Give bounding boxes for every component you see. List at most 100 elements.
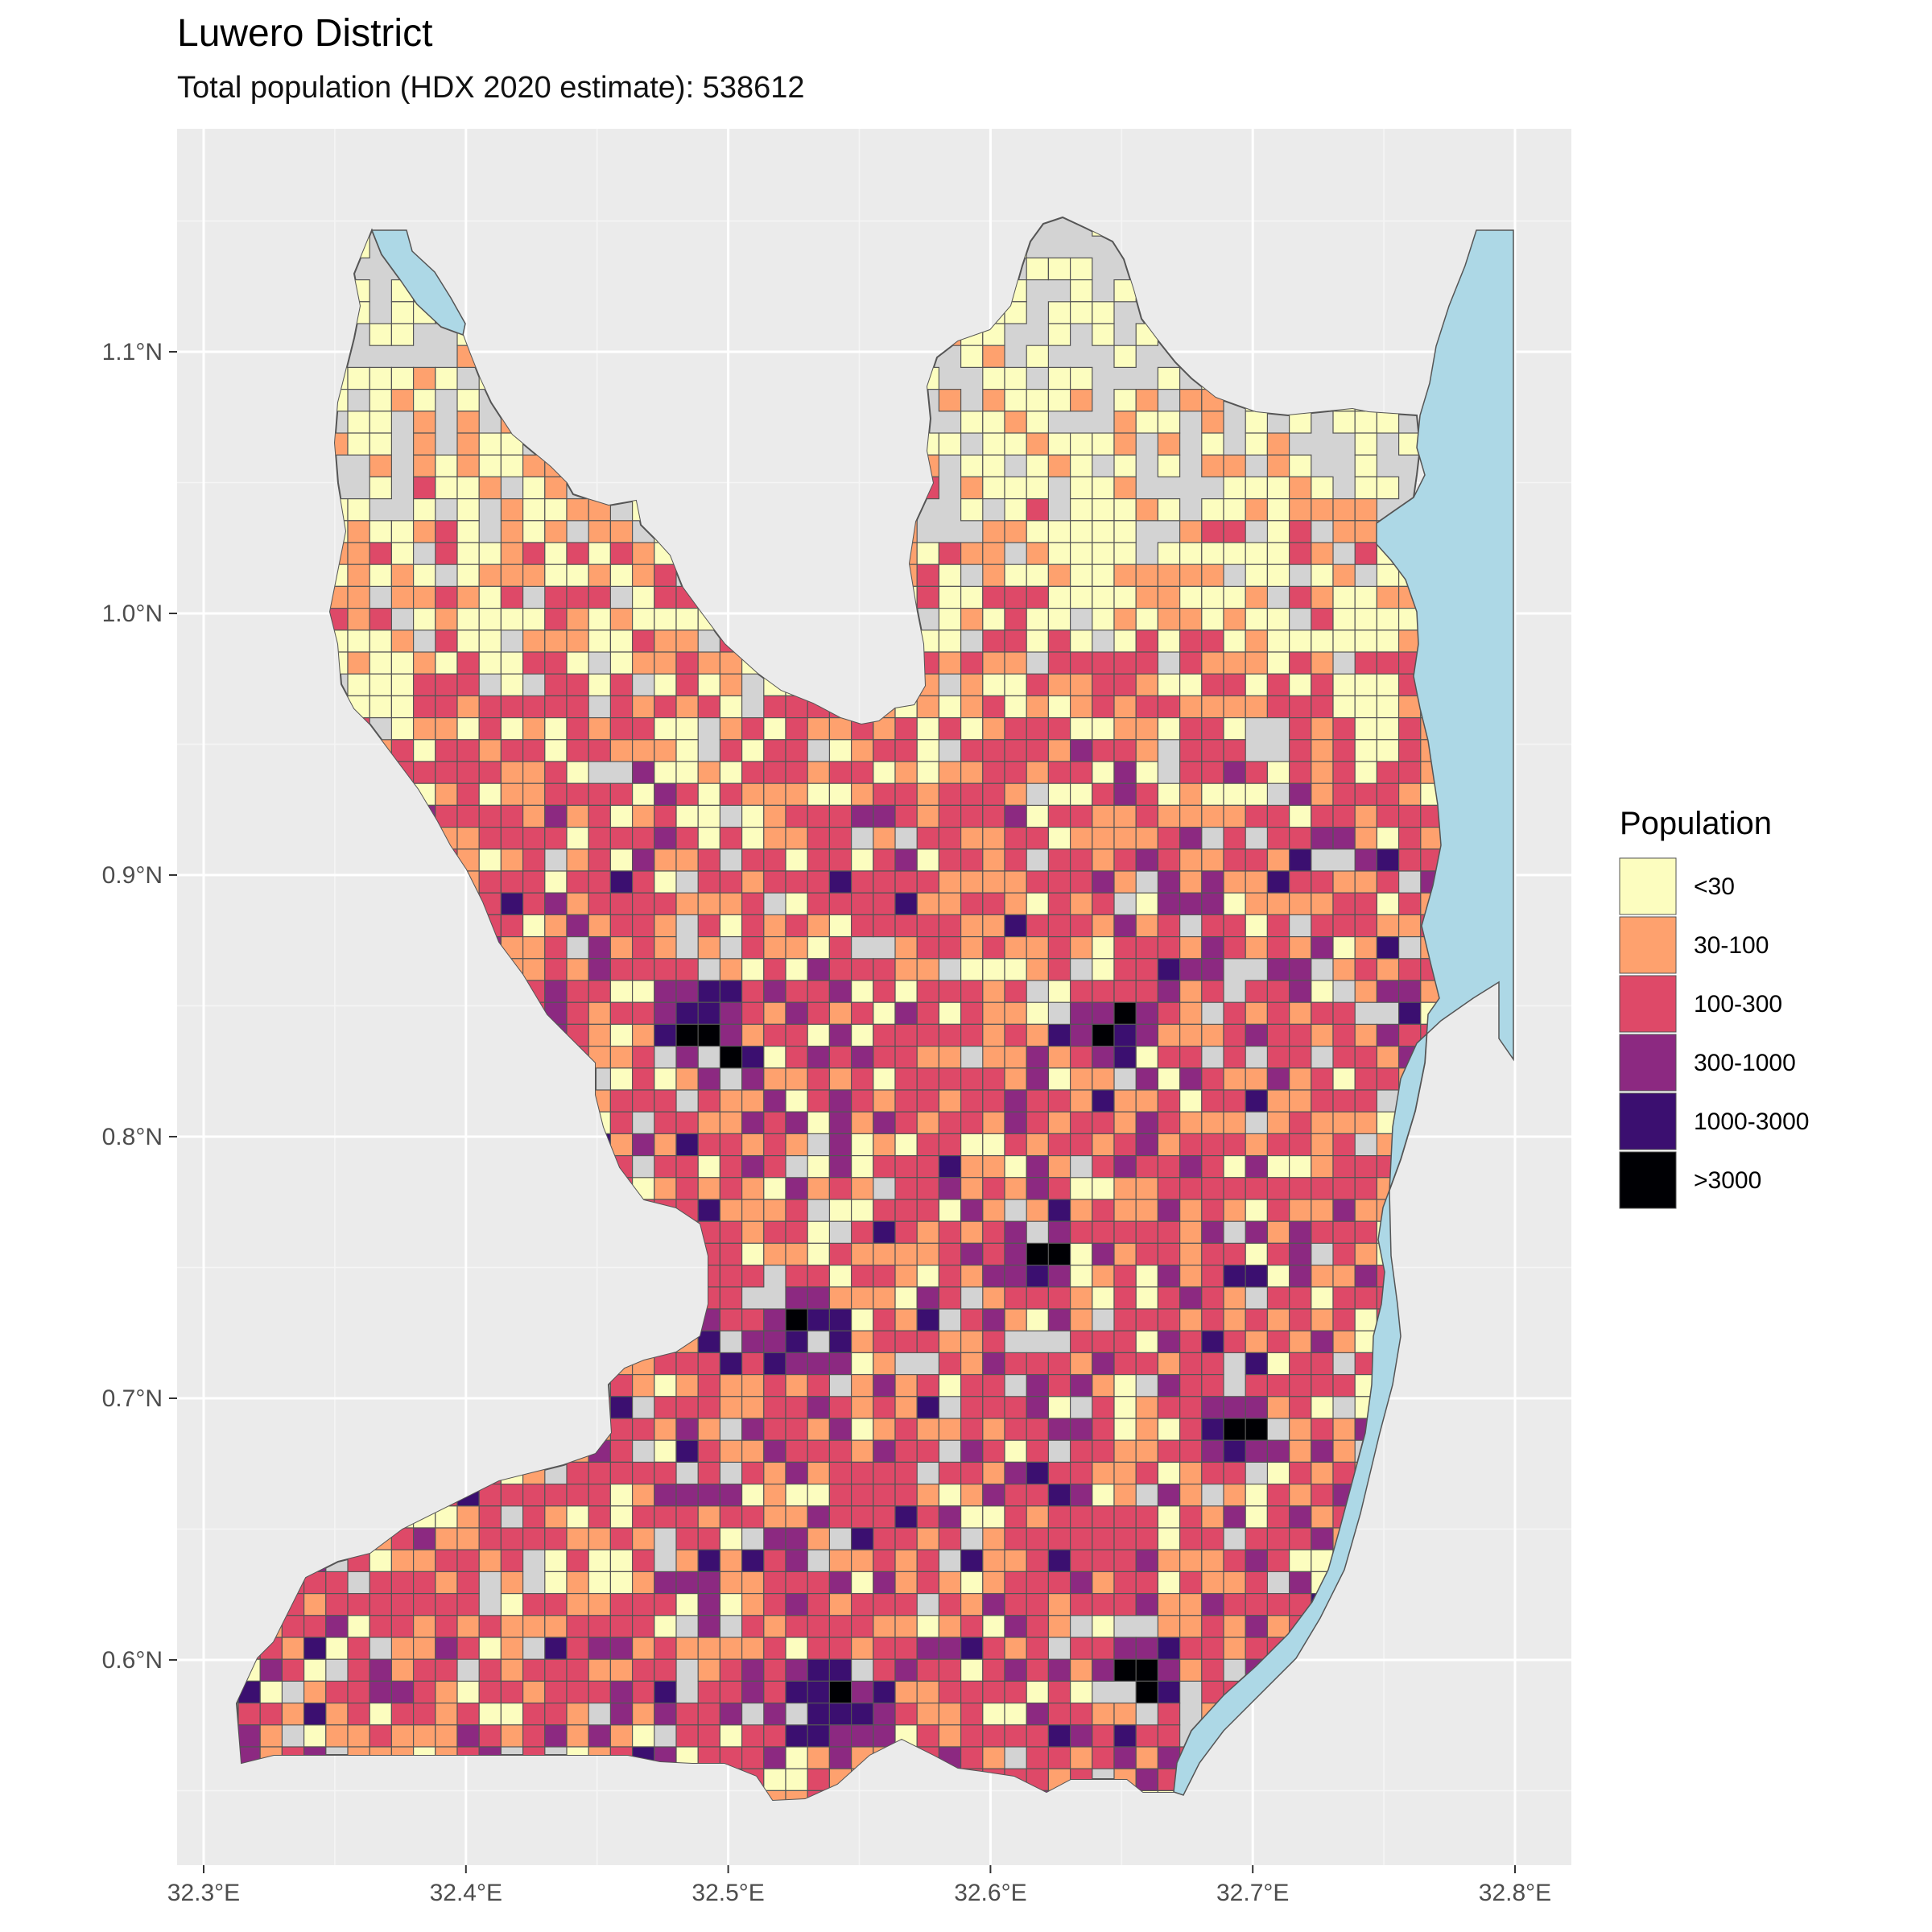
population-cell — [1135, 739, 1158, 762]
population-cell — [500, 1637, 524, 1660]
population-cell — [1026, 1527, 1049, 1550]
population-cell — [456, 432, 480, 456]
population-cell — [1069, 1549, 1093, 1572]
population-cell — [1311, 585, 1334, 609]
population-cell — [1311, 1396, 1334, 1419]
population-cell — [1179, 1133, 1203, 1157]
population-cell — [1047, 1483, 1071, 1507]
population-cell — [850, 914, 874, 938]
population-cell — [1179, 585, 1203, 609]
population-cell — [938, 1067, 962, 1091]
population-cell — [873, 1637, 896, 1660]
population-cell — [412, 520, 436, 543]
population-cell — [1092, 1724, 1115, 1748]
population-cell — [1092, 1527, 1115, 1550]
population-cell — [435, 716, 458, 741]
population-cell — [1069, 1330, 1093, 1353]
population-cell — [719, 1658, 743, 1682]
population-cell — [1069, 1199, 1093, 1222]
population-cell — [982, 716, 1005, 741]
population-cell — [785, 1396, 808, 1419]
population-cell — [1004, 1001, 1027, 1025]
population-cell — [1135, 1286, 1158, 1310]
population-cell — [1223, 1199, 1246, 1222]
population-cell — [631, 870, 655, 894]
population-cell — [1135, 1592, 1158, 1616]
population-cell — [1026, 1111, 1049, 1134]
population-cell — [828, 1089, 852, 1113]
population-cell — [982, 914, 1005, 938]
population-cell — [1004, 630, 1027, 653]
population-cell — [390, 585, 415, 609]
population-cell — [1047, 301, 1071, 324]
population-cell — [456, 411, 480, 434]
population-cell — [960, 826, 984, 850]
population-cell — [544, 520, 568, 543]
population-cell — [675, 1549, 699, 1572]
population-cell — [1223, 1111, 1246, 1134]
population-cell — [456, 1505, 480, 1529]
population-cell — [828, 1111, 852, 1134]
population-cell — [1157, 1286, 1181, 1310]
population-cell — [1288, 848, 1312, 872]
population-cell — [850, 1418, 874, 1441]
population-cell — [1069, 1220, 1093, 1244]
population-cell — [1113, 454, 1137, 478]
population-cell — [873, 1330, 896, 1353]
population-cell — [522, 761, 546, 784]
population-cell — [828, 980, 852, 1003]
population-cell — [237, 1724, 261, 1748]
population-cell — [1288, 476, 1312, 500]
population-cell — [435, 761, 458, 784]
population-cell — [741, 1549, 765, 1572]
population-cell — [828, 1571, 852, 1595]
population-cell — [828, 716, 852, 741]
population-cell — [1223, 1023, 1246, 1047]
population-cell — [1223, 520, 1246, 543]
population-cell — [1004, 607, 1027, 631]
population-cell — [763, 1418, 786, 1441]
population-cell — [1179, 1549, 1203, 1572]
population-cell — [675, 1505, 699, 1529]
population-cell — [1047, 1527, 1071, 1550]
population-cell — [916, 848, 939, 872]
population-cell — [1266, 497, 1290, 522]
population-cell — [675, 1571, 699, 1595]
population-cell — [1092, 607, 1115, 631]
population-cell — [1266, 1461, 1290, 1485]
population-cell — [566, 1680, 589, 1704]
population-cell — [1157, 1527, 1181, 1550]
population-cell — [1157, 892, 1181, 915]
population-cell — [1201, 1330, 1224, 1353]
population-cell — [1069, 542, 1093, 565]
population-cell — [1069, 1637, 1093, 1660]
population-cell — [1026, 1308, 1049, 1331]
population-cell — [1113, 585, 1137, 609]
population-cell — [1069, 980, 1093, 1003]
population-cell — [1004, 301, 1027, 324]
population-cell — [1266, 1308, 1290, 1331]
population-cell — [1201, 1023, 1224, 1047]
population-cell — [873, 914, 896, 938]
population-cell — [1376, 1023, 1400, 1047]
population-cell — [478, 761, 502, 784]
population-cell — [1245, 1242, 1268, 1266]
population-cell — [1047, 257, 1071, 281]
population-cell — [960, 1133, 984, 1157]
population-cell — [1157, 1111, 1181, 1134]
population-cell — [500, 585, 524, 609]
population-cell — [719, 1703, 743, 1726]
population-cell — [1288, 673, 1312, 697]
population-cell — [325, 1615, 349, 1638]
population-cell — [478, 870, 502, 894]
population-cell — [1223, 454, 1246, 478]
population-cell — [347, 432, 370, 456]
population-cell — [1069, 1352, 1093, 1376]
population-cell — [1157, 1177, 1181, 1200]
population-cell — [741, 1658, 765, 1682]
population-cell — [1092, 1199, 1115, 1222]
population-cell — [828, 958, 852, 981]
population-cell — [1332, 673, 1356, 697]
population-cell — [1069, 1308, 1093, 1331]
population-cell — [982, 630, 1005, 653]
